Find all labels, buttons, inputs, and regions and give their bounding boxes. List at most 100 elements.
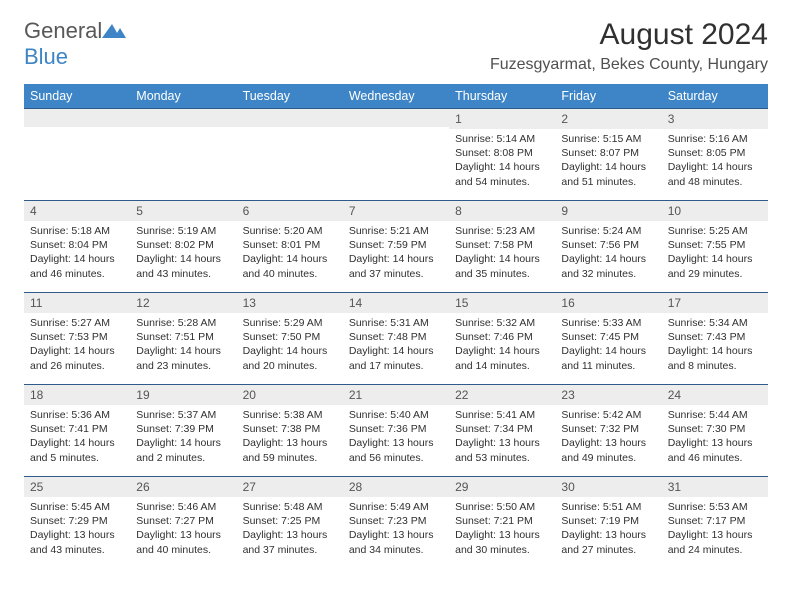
day-number: 7 (343, 200, 449, 221)
triangle-icon (102, 18, 126, 43)
day-header: Monday (130, 84, 236, 108)
day-data: Sunrise: 5:40 AMSunset: 7:36 PMDaylight:… (343, 405, 449, 469)
day-number: 8 (449, 200, 555, 221)
empty-daynum (237, 108, 343, 127)
calendar-head: SundayMondayTuesdayWednesdayThursdayFrid… (24, 84, 768, 108)
day-data: Sunrise: 5:51 AMSunset: 7:19 PMDaylight:… (555, 497, 661, 561)
day-number: 10 (662, 200, 768, 221)
calendar-cell: 14Sunrise: 5:31 AMSunset: 7:48 PMDayligh… (343, 292, 449, 384)
calendar-cell: 1Sunrise: 5:14 AMSunset: 8:08 PMDaylight… (449, 108, 555, 200)
calendar-cell: 10Sunrise: 5:25 AMSunset: 7:55 PMDayligh… (662, 200, 768, 292)
day-data: Sunrise: 5:33 AMSunset: 7:45 PMDaylight:… (555, 313, 661, 377)
calendar-row: 25Sunrise: 5:45 AMSunset: 7:29 PMDayligh… (24, 476, 768, 568)
header-right: August 2024 Fuzesgyarmat, Bekes County, … (490, 18, 768, 74)
day-data: Sunrise: 5:27 AMSunset: 7:53 PMDaylight:… (24, 313, 130, 377)
day-data: Sunrise: 5:20 AMSunset: 8:01 PMDaylight:… (237, 221, 343, 285)
calendar-cell: 7Sunrise: 5:21 AMSunset: 7:59 PMDaylight… (343, 200, 449, 292)
day-data: Sunrise: 5:36 AMSunset: 7:41 PMDaylight:… (24, 405, 130, 469)
calendar-cell: 23Sunrise: 5:42 AMSunset: 7:32 PMDayligh… (555, 384, 661, 476)
calendar-cell: 19Sunrise: 5:37 AMSunset: 7:39 PMDayligh… (130, 384, 236, 476)
day-number: 17 (662, 292, 768, 313)
calendar-cell: 30Sunrise: 5:51 AMSunset: 7:19 PMDayligh… (555, 476, 661, 568)
day-header-row: SundayMondayTuesdayWednesdayThursdayFrid… (24, 84, 768, 108)
empty-daynum (130, 108, 236, 127)
day-number: 14 (343, 292, 449, 313)
day-header: Wednesday (343, 84, 449, 108)
calendar-cell: 29Sunrise: 5:50 AMSunset: 7:21 PMDayligh… (449, 476, 555, 568)
calendar-cell: 12Sunrise: 5:28 AMSunset: 7:51 PMDayligh… (130, 292, 236, 384)
day-number: 9 (555, 200, 661, 221)
month-title: August 2024 (490, 18, 768, 52)
day-number: 22 (449, 384, 555, 405)
calendar-row: 11Sunrise: 5:27 AMSunset: 7:53 PMDayligh… (24, 292, 768, 384)
calendar-cell (343, 108, 449, 200)
calendar-cell: 26Sunrise: 5:46 AMSunset: 7:27 PMDayligh… (130, 476, 236, 568)
day-data: Sunrise: 5:37 AMSunset: 7:39 PMDaylight:… (130, 405, 236, 469)
day-number: 26 (130, 476, 236, 497)
day-number: 27 (237, 476, 343, 497)
calendar-cell: 13Sunrise: 5:29 AMSunset: 7:50 PMDayligh… (237, 292, 343, 384)
header: General Blue August 2024 Fuzesgyarmat, B… (24, 18, 768, 74)
calendar-cell: 2Sunrise: 5:15 AMSunset: 8:07 PMDaylight… (555, 108, 661, 200)
day-header: Tuesday (237, 84, 343, 108)
calendar-table: SundayMondayTuesdayWednesdayThursdayFrid… (24, 84, 768, 568)
day-number: 29 (449, 476, 555, 497)
empty-daynum (24, 108, 130, 127)
calendar-cell: 3Sunrise: 5:16 AMSunset: 8:05 PMDaylight… (662, 108, 768, 200)
day-data: Sunrise: 5:48 AMSunset: 7:25 PMDaylight:… (237, 497, 343, 561)
calendar-cell: 27Sunrise: 5:48 AMSunset: 7:25 PMDayligh… (237, 476, 343, 568)
day-header: Friday (555, 84, 661, 108)
day-number: 28 (343, 476, 449, 497)
calendar-row: 1Sunrise: 5:14 AMSunset: 8:08 PMDaylight… (24, 108, 768, 200)
logo: General Blue (24, 18, 126, 70)
day-data: Sunrise: 5:16 AMSunset: 8:05 PMDaylight:… (662, 129, 768, 193)
day-number: 5 (130, 200, 236, 221)
day-number: 6 (237, 200, 343, 221)
day-number: 24 (662, 384, 768, 405)
day-number: 11 (24, 292, 130, 313)
day-data: Sunrise: 5:29 AMSunset: 7:50 PMDaylight:… (237, 313, 343, 377)
day-number: 18 (24, 384, 130, 405)
day-data: Sunrise: 5:25 AMSunset: 7:55 PMDaylight:… (662, 221, 768, 285)
calendar-cell: 20Sunrise: 5:38 AMSunset: 7:38 PMDayligh… (237, 384, 343, 476)
day-data: Sunrise: 5:38 AMSunset: 7:38 PMDaylight:… (237, 405, 343, 469)
day-number: 16 (555, 292, 661, 313)
day-data: Sunrise: 5:21 AMSunset: 7:59 PMDaylight:… (343, 221, 449, 285)
calendar-cell: 24Sunrise: 5:44 AMSunset: 7:30 PMDayligh… (662, 384, 768, 476)
empty-daynum (343, 108, 449, 127)
day-data: Sunrise: 5:32 AMSunset: 7:46 PMDaylight:… (449, 313, 555, 377)
calendar-body: 1Sunrise: 5:14 AMSunset: 8:08 PMDaylight… (24, 108, 768, 568)
day-number: 1 (449, 108, 555, 129)
day-data: Sunrise: 5:19 AMSunset: 8:02 PMDaylight:… (130, 221, 236, 285)
calendar-cell: 17Sunrise: 5:34 AMSunset: 7:43 PMDayligh… (662, 292, 768, 384)
calendar-cell: 5Sunrise: 5:19 AMSunset: 8:02 PMDaylight… (130, 200, 236, 292)
day-data: Sunrise: 5:34 AMSunset: 7:43 PMDaylight:… (662, 313, 768, 377)
day-data: Sunrise: 5:15 AMSunset: 8:07 PMDaylight:… (555, 129, 661, 193)
day-data: Sunrise: 5:46 AMSunset: 7:27 PMDaylight:… (130, 497, 236, 561)
day-number: 2 (555, 108, 661, 129)
day-number: 20 (237, 384, 343, 405)
calendar-cell (24, 108, 130, 200)
calendar-cell: 6Sunrise: 5:20 AMSunset: 8:01 PMDaylight… (237, 200, 343, 292)
calendar-cell: 9Sunrise: 5:24 AMSunset: 7:56 PMDaylight… (555, 200, 661, 292)
calendar-cell: 15Sunrise: 5:32 AMSunset: 7:46 PMDayligh… (449, 292, 555, 384)
logo-text: General Blue (24, 18, 126, 70)
calendar-row: 18Sunrise: 5:36 AMSunset: 7:41 PMDayligh… (24, 384, 768, 476)
day-data: Sunrise: 5:23 AMSunset: 7:58 PMDaylight:… (449, 221, 555, 285)
calendar-cell (130, 108, 236, 200)
day-data: Sunrise: 5:14 AMSunset: 8:08 PMDaylight:… (449, 129, 555, 193)
calendar-cell: 31Sunrise: 5:53 AMSunset: 7:17 PMDayligh… (662, 476, 768, 568)
day-number: 19 (130, 384, 236, 405)
calendar-cell: 28Sunrise: 5:49 AMSunset: 7:23 PMDayligh… (343, 476, 449, 568)
day-data: Sunrise: 5:49 AMSunset: 7:23 PMDaylight:… (343, 497, 449, 561)
calendar-cell: 16Sunrise: 5:33 AMSunset: 7:45 PMDayligh… (555, 292, 661, 384)
day-data: Sunrise: 5:53 AMSunset: 7:17 PMDaylight:… (662, 497, 768, 561)
day-data: Sunrise: 5:28 AMSunset: 7:51 PMDaylight:… (130, 313, 236, 377)
day-number: 3 (662, 108, 768, 129)
calendar-page: General Blue August 2024 Fuzesgyarmat, B… (0, 0, 792, 578)
day-number: 13 (237, 292, 343, 313)
day-number: 31 (662, 476, 768, 497)
calendar-cell (237, 108, 343, 200)
calendar-cell: 25Sunrise: 5:45 AMSunset: 7:29 PMDayligh… (24, 476, 130, 568)
day-data: Sunrise: 5:18 AMSunset: 8:04 PMDaylight:… (24, 221, 130, 285)
